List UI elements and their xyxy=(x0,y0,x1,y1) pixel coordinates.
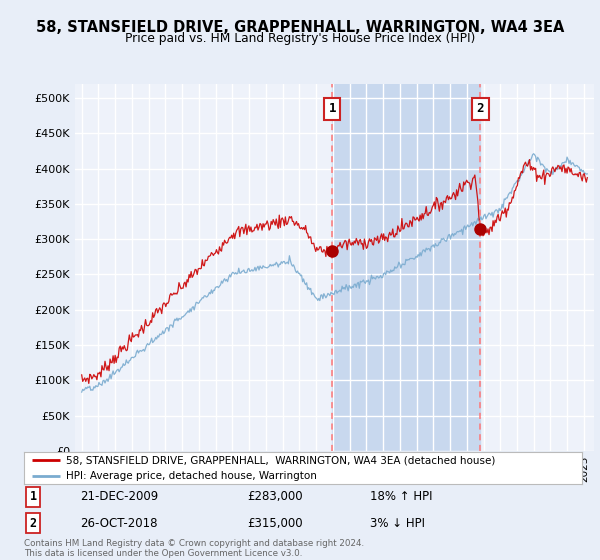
Text: 1: 1 xyxy=(329,102,336,115)
Text: 1: 1 xyxy=(29,490,37,503)
Text: £283,000: £283,000 xyxy=(247,490,303,503)
Text: HPI: Average price, detached house, Warrington: HPI: Average price, detached house, Warr… xyxy=(66,472,317,482)
Text: Price paid vs. HM Land Registry's House Price Index (HPI): Price paid vs. HM Land Registry's House … xyxy=(125,32,475,45)
Text: Contains HM Land Registry data © Crown copyright and database right 2024.
This d: Contains HM Land Registry data © Crown c… xyxy=(24,539,364,558)
Text: 26-OCT-2018: 26-OCT-2018 xyxy=(80,516,157,530)
Text: 58, STANSFIELD DRIVE, GRAPPENHALL, WARRINGTON, WA4 3EA: 58, STANSFIELD DRIVE, GRAPPENHALL, WARRI… xyxy=(36,20,564,35)
Text: 18% ↑ HPI: 18% ↑ HPI xyxy=(370,490,433,503)
Text: 58, STANSFIELD DRIVE, GRAPPENHALL,  WARRINGTON, WA4 3EA (detached house): 58, STANSFIELD DRIVE, GRAPPENHALL, WARRI… xyxy=(66,455,495,465)
Text: 21-DEC-2009: 21-DEC-2009 xyxy=(80,490,158,503)
Bar xyxy=(332,84,481,451)
Text: 2: 2 xyxy=(29,516,37,530)
Text: 2: 2 xyxy=(477,102,484,115)
Text: 3% ↓ HPI: 3% ↓ HPI xyxy=(370,516,425,530)
Text: £315,000: £315,000 xyxy=(247,516,303,530)
